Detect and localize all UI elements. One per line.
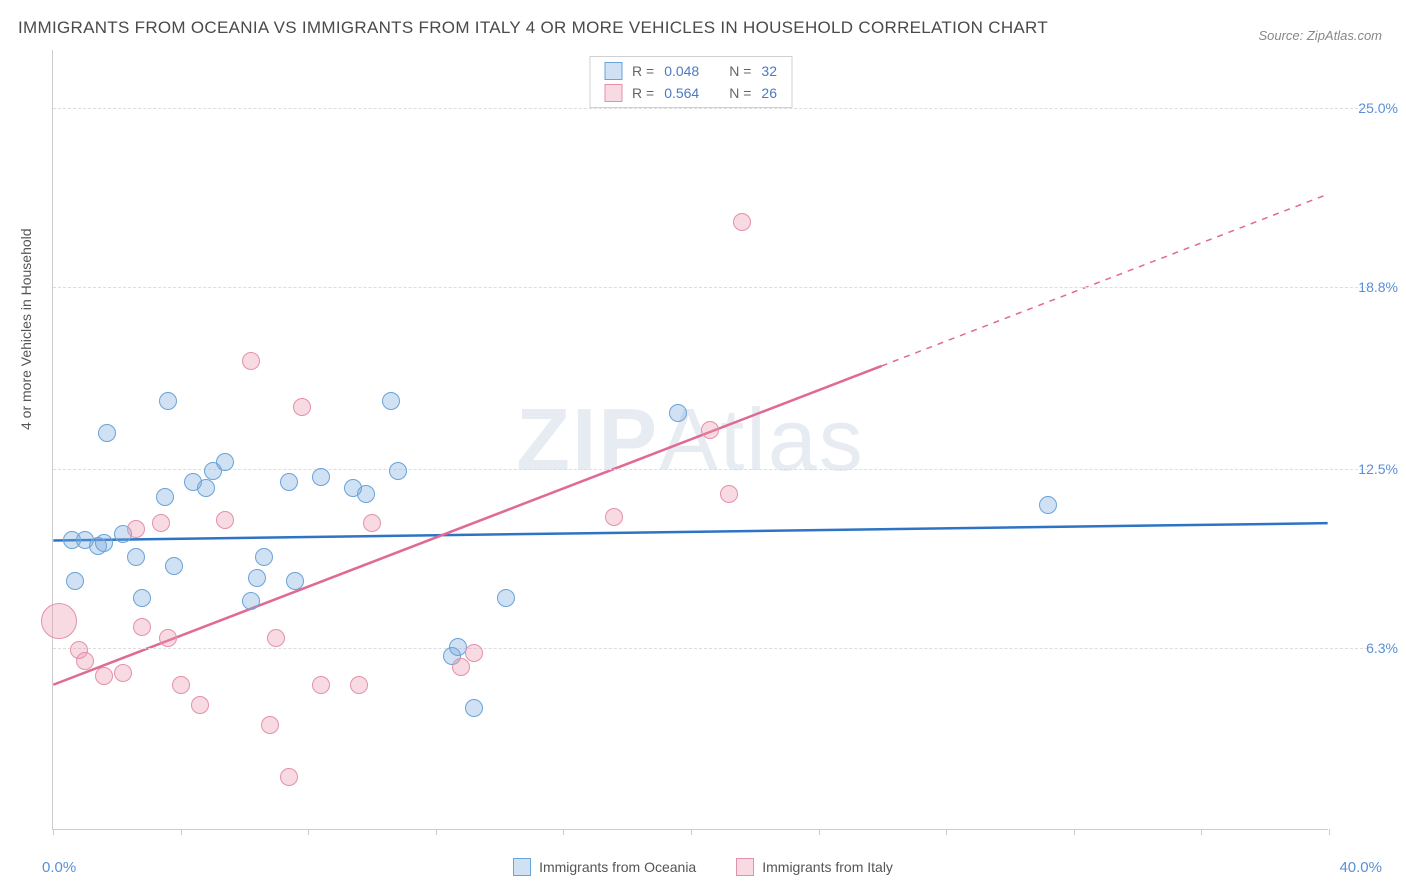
trendline-italy: [53, 366, 881, 685]
data-point-oceania: [312, 468, 330, 486]
data-point-italy: [172, 676, 190, 694]
y-axis-label: 4 or more Vehicles in Household: [18, 228, 34, 430]
legend-swatch-italy: [604, 84, 622, 102]
n-value: 32: [761, 63, 777, 79]
data-point-oceania: [165, 557, 183, 575]
data-point-oceania: [156, 488, 174, 506]
legend-item-italy: Immigrants from Italy: [736, 858, 893, 876]
trendline-italy-extrapolated: [882, 194, 1328, 366]
data-point-italy: [242, 352, 260, 370]
r-value: 0.564: [664, 85, 699, 101]
data-point-italy: [733, 213, 751, 231]
trend-lines: [53, 50, 1328, 829]
data-point-oceania: [133, 589, 151, 607]
data-point-oceania: [248, 569, 266, 587]
data-point-italy: [720, 485, 738, 503]
watermark: ZIPAtlas: [516, 389, 865, 491]
trendline-oceania: [53, 523, 1327, 540]
r-value: 0.048: [664, 63, 699, 79]
data-point-oceania: [280, 473, 298, 491]
data-point-italy: [267, 629, 285, 647]
x-tick: [946, 829, 947, 835]
source-credit: Source: ZipAtlas.com: [1258, 28, 1382, 43]
legend-label: Immigrants from Italy: [762, 859, 893, 875]
x-tick: [563, 829, 564, 835]
data-point-italy: [312, 676, 330, 694]
data-point-italy: [152, 514, 170, 532]
data-point-italy: [293, 398, 311, 416]
x-tick: [181, 829, 182, 835]
data-point-oceania: [389, 462, 407, 480]
data-point-oceania: [465, 699, 483, 717]
data-point-italy: [605, 508, 623, 526]
x-tick: [308, 829, 309, 835]
data-point-italy: [127, 520, 145, 538]
x-tick: [819, 829, 820, 835]
r-label: R =: [632, 63, 654, 79]
data-point-oceania: [66, 572, 84, 590]
gridline: [53, 287, 1368, 288]
legend-item-oceania: Immigrants from Oceania: [513, 858, 696, 876]
x-tick: [1329, 829, 1330, 835]
y-tick-label: 6.3%: [1366, 640, 1398, 656]
n-label: N =: [729, 85, 751, 101]
data-point-italy: [216, 511, 234, 529]
data-point-oceania: [357, 485, 375, 503]
data-point-italy: [76, 652, 94, 670]
data-point-italy: [133, 618, 151, 636]
legend-swatch-oceania: [604, 62, 622, 80]
data-point-italy: [280, 768, 298, 786]
data-point-oceania: [216, 453, 234, 471]
legend-swatch-oceania: [513, 858, 531, 876]
gridline: [53, 469, 1368, 470]
data-point-oceania: [255, 548, 273, 566]
r-label: R =: [632, 85, 654, 101]
chart-title: IMMIGRANTS FROM OCEANIA VS IMMIGRANTS FR…: [18, 18, 1048, 38]
data-point-oceania: [497, 589, 515, 607]
data-point-italy: [363, 514, 381, 532]
x-tick: [1201, 829, 1202, 835]
gridline: [53, 108, 1368, 109]
y-tick-label: 12.5%: [1358, 461, 1398, 477]
data-point-italy: [191, 696, 209, 714]
data-point-oceania: [159, 392, 177, 410]
data-point-oceania: [197, 479, 215, 497]
data-point-italy: [114, 664, 132, 682]
legend-label: Immigrants from Oceania: [539, 859, 696, 875]
data-point-oceania: [98, 424, 116, 442]
data-point-oceania: [127, 548, 145, 566]
legend-stats-italy: R = 0.564 N = 26: [590, 82, 791, 104]
data-point-italy: [452, 658, 470, 676]
legend-swatch-italy: [736, 858, 754, 876]
data-point-italy: [465, 644, 483, 662]
x-tick: [53, 829, 54, 835]
correlation-legend: R = 0.048 N = 32 R = 0.564 N = 26: [589, 56, 792, 108]
data-point-italy: [350, 676, 368, 694]
n-value: 26: [761, 85, 777, 101]
x-tick: [1074, 829, 1075, 835]
data-point-italy: [261, 716, 279, 734]
data-point-italy: [159, 629, 177, 647]
x-tick: [436, 829, 437, 835]
data-point-oceania: [382, 392, 400, 410]
data-point-oceania: [95, 534, 113, 552]
data-point-italy: [701, 421, 719, 439]
y-tick-label: 25.0%: [1358, 100, 1398, 116]
data-point-oceania: [286, 572, 304, 590]
data-point-italy: [41, 603, 77, 639]
data-point-oceania: [1039, 496, 1057, 514]
gridline: [53, 648, 1368, 649]
data-point-oceania: [242, 592, 260, 610]
x-tick: [691, 829, 692, 835]
legend-stats-oceania: R = 0.048 N = 32: [590, 60, 791, 82]
series-legend: Immigrants from Oceania Immigrants from I…: [0, 858, 1406, 876]
data-point-oceania: [669, 404, 687, 422]
n-label: N =: [729, 63, 751, 79]
data-point-italy: [95, 667, 113, 685]
plot-area: ZIPAtlas R =0.048N =32R =0.564N =26 6.3%…: [52, 50, 1328, 830]
y-tick-label: 18.8%: [1358, 279, 1398, 295]
